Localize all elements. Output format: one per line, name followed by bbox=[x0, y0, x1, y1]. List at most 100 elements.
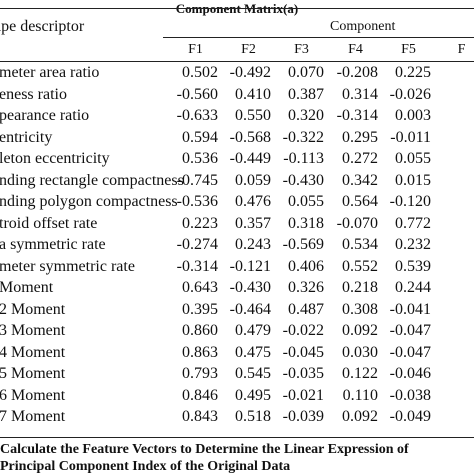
cell-f3: 0.487 bbox=[288, 300, 324, 318]
cell-f5: 0.015 bbox=[395, 171, 431, 189]
row-label: 3 Moment bbox=[0, 322, 66, 339]
cell-f3: 0.406 bbox=[288, 257, 324, 275]
cell-f4: -0.070 bbox=[336, 214, 378, 232]
cell-f1: 0.860 bbox=[182, 322, 218, 339]
row-label: 6 Moment bbox=[0, 386, 66, 404]
cell-f1: 0.793 bbox=[182, 365, 218, 382]
cell-f2: 0.550 bbox=[235, 107, 271, 124]
row-label: nding rectangle compactness bbox=[0, 171, 184, 189]
component-underline bbox=[163, 37, 474, 38]
cell-f2: 0.545 bbox=[235, 365, 271, 382]
cell-f2: 0.410 bbox=[235, 85, 271, 103]
descriptor-header: ape descriptor bbox=[0, 18, 85, 35]
cell-f6: - bbox=[431, 300, 474, 320]
cell-f2: -0.492 bbox=[229, 64, 271, 81]
row-label: a symmetric rate bbox=[0, 236, 106, 253]
cell-f5: 0.772 bbox=[395, 214, 431, 232]
cell-f5: 0.225 bbox=[395, 64, 431, 81]
cell-f6: - bbox=[431, 257, 474, 277]
factor-header-2: F2 bbox=[241, 42, 256, 57]
cell-f2: 0.243 bbox=[235, 236, 271, 253]
cell-f1: 0.843 bbox=[182, 408, 218, 425]
cell-f5: -0.026 bbox=[389, 85, 431, 103]
cell-f6: - bbox=[431, 364, 474, 384]
cell-f1: 0.223 bbox=[182, 214, 218, 232]
cell-f4: 0.092 bbox=[342, 408, 378, 425]
cell-f6: 0 bbox=[431, 171, 474, 191]
cell-f4: 0.552 bbox=[342, 257, 378, 275]
cell-f4: -0.208 bbox=[336, 64, 378, 81]
cell-f5: -0.047 bbox=[389, 322, 431, 339]
cell-f3: 0.326 bbox=[288, 279, 324, 296]
top-rule bbox=[0, 8, 474, 9]
cell-f4: 0.110 bbox=[342, 386, 378, 404]
cell-f2: 0.475 bbox=[235, 343, 271, 361]
cell-f4: 0.308 bbox=[342, 300, 378, 318]
row-label: entricity bbox=[0, 128, 53, 146]
cell-f5: -0.120 bbox=[389, 193, 431, 210]
cell-f6: 0 bbox=[431, 149, 474, 169]
cell-f3: -0.430 bbox=[282, 171, 324, 189]
cell-f4: 0.218 bbox=[342, 279, 378, 296]
cell-f2: 0.357 bbox=[235, 214, 271, 232]
cell-f6: 0 bbox=[431, 278, 474, 298]
cell-f2: 0.495 bbox=[235, 386, 271, 404]
cell-f1: 0.502 bbox=[182, 64, 218, 81]
cell-f3: -0.569 bbox=[282, 236, 324, 253]
cell-f2: 0.518 bbox=[235, 408, 271, 425]
cell-f1: 0.846 bbox=[182, 386, 218, 404]
row-label: Moment bbox=[0, 279, 54, 296]
cell-f1: -0.274 bbox=[176, 236, 218, 253]
cell-f3: 0.318 bbox=[288, 214, 324, 232]
cell-f5: -0.046 bbox=[389, 365, 431, 382]
cell-f3: 0.070 bbox=[288, 64, 324, 81]
cell-f1: -0.536 bbox=[176, 193, 218, 210]
cell-f6: - bbox=[431, 386, 474, 406]
table-caption: Component Matrix(a) bbox=[175, 1, 299, 16]
cell-f6: - bbox=[431, 128, 474, 148]
cell-f5: -0.038 bbox=[389, 386, 431, 404]
cell-f3: 0.387 bbox=[288, 85, 324, 103]
cell-f4: 0.295 bbox=[342, 128, 378, 146]
row-label: eness ratio bbox=[0, 85, 67, 103]
cell-f3: -0.035 bbox=[282, 365, 324, 382]
factor-header-4: F4 bbox=[348, 42, 363, 57]
cell-f3: -0.022 bbox=[282, 322, 324, 339]
cell-f4: 0.314 bbox=[342, 85, 378, 103]
cell-f4: 0.272 bbox=[342, 150, 378, 167]
cell-f4: 0.564 bbox=[342, 193, 378, 210]
cell-f4: 0.122 bbox=[342, 365, 378, 382]
cell-f3: -0.322 bbox=[282, 128, 324, 146]
cell-f5: 0.244 bbox=[395, 279, 431, 296]
row-label: pearance ratio bbox=[0, 107, 90, 124]
cell-f1: 0.395 bbox=[182, 300, 218, 318]
row-label: meter area ratio bbox=[0, 64, 100, 81]
section-heading-line-1: Calculate the Feature Vectors to Determi… bbox=[0, 442, 409, 457]
cell-f3: -0.113 bbox=[283, 150, 324, 167]
cell-f1: 0.643 bbox=[182, 279, 218, 296]
section-heading-line-2: Principal Component Index of the Origina… bbox=[0, 459, 291, 474]
cell-f4: 0.030 bbox=[342, 343, 378, 361]
cell-f1: -0.314 bbox=[176, 257, 218, 275]
cell-f2: 0.479 bbox=[235, 322, 271, 339]
cell-f1: 0.594 bbox=[182, 128, 218, 146]
row-label: troid offset rate bbox=[0, 214, 98, 232]
cell-f1: -0.745 bbox=[176, 171, 218, 189]
cell-f4: -0.314 bbox=[336, 107, 378, 124]
factor-header-6: F bbox=[457, 42, 466, 57]
row-label: leton eccentricity bbox=[0, 150, 110, 167]
cell-f3: -0.039 bbox=[282, 408, 324, 425]
cell-f2: 0.059 bbox=[235, 171, 271, 189]
cell-f6: - bbox=[431, 343, 474, 363]
row-label: 5 Moment bbox=[0, 365, 66, 382]
cell-f2: 0.476 bbox=[235, 193, 271, 210]
cell-f1: -0.633 bbox=[176, 107, 218, 124]
component-header: Component bbox=[330, 19, 396, 34]
cell-f6: - bbox=[431, 214, 474, 234]
cell-f6: - bbox=[431, 63, 474, 83]
cell-f4: 0.534 bbox=[342, 236, 378, 253]
cell-f6: - bbox=[431, 321, 474, 341]
cell-f6: 0 bbox=[431, 192, 474, 212]
cell-f1: 0.863 bbox=[182, 343, 218, 361]
cell-f6: - bbox=[431, 407, 474, 427]
